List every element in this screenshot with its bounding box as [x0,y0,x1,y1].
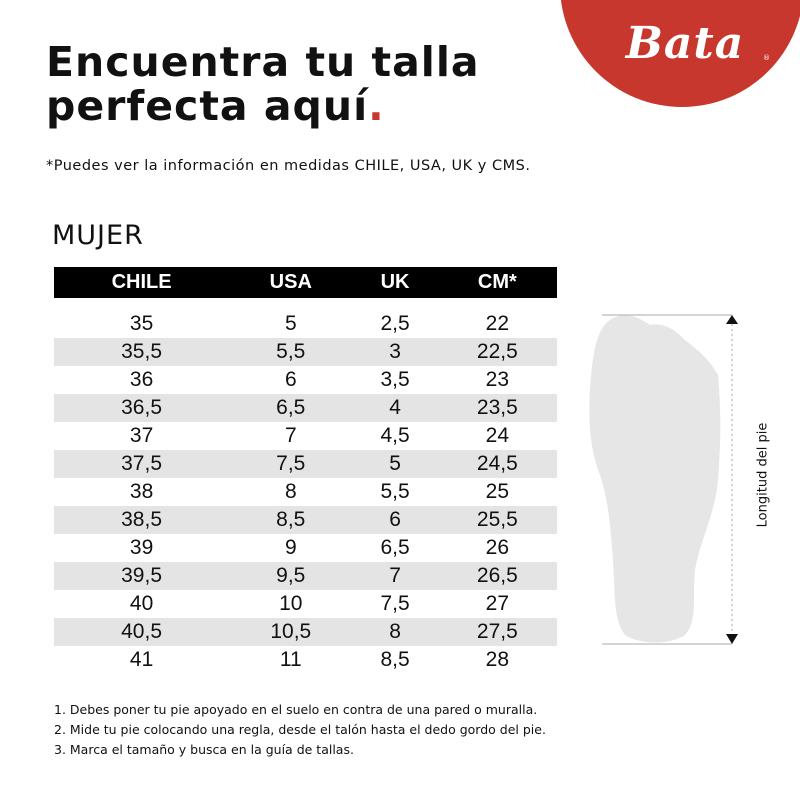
table-cell: 7 [352,562,438,590]
step-2: 2. Mide tu pie colocando una regla, desd… [54,722,546,737]
table-cell: 7 [284,424,297,447]
table-cell: 6 [352,506,438,534]
table-cell: 38,5 [54,506,230,534]
table-cell: 39 [129,536,154,559]
instructions: 1. Debes poner tu pie apoyado en el suel… [54,700,546,760]
table-row: 39 9 6,5 26 [54,534,557,562]
column-header: UK [352,267,438,298]
table-cell: 41 [129,648,154,671]
table-cell: 35 [129,312,154,335]
table-cell: 10 [279,592,303,615]
page-title: Encuentra tu talla perfecta aquí. [46,40,480,128]
title-line-1: Encuentra tu talla [46,38,480,86]
table-cell: 24,5 [437,450,557,478]
table-row: 41 11 8,5 28 [54,646,557,674]
table-cell: 36,5 [54,394,230,422]
table-cell: 27,5 [437,618,557,646]
table-cell: 3 [352,338,438,366]
table-cell: 39,5 [54,562,230,590]
table-cell: 38 [129,480,154,503]
table-row: 37,5 7,5 5 24,5 [54,450,557,478]
table-cell: 40,5 [54,618,230,646]
table-cell: 22 [485,312,509,335]
table-cell: 2,5 [380,312,410,335]
table-cell: 10,5 [229,618,353,646]
table-cell: 27 [485,592,509,615]
subtitle: *Puedes ver la información en medidas CH… [46,158,531,174]
table-cell: 36 [129,368,154,391]
table-cell: 5,5 [380,480,410,503]
table-cell: 7,5 [229,450,353,478]
table-row: 40 10 7,5 27 [54,590,557,618]
table-cell: 25 [485,480,509,503]
table-row: 38,5 8,5 6 25,5 [54,506,557,534]
column-header: CM* [437,267,557,298]
table-cell: 23,5 [437,394,557,422]
foot-length-label: Longitud del pie [755,422,771,528]
title-line-2-text: perfecta aquí [46,82,369,130]
table-cell: 8 [352,618,438,646]
table-cell: 11 [279,648,302,671]
table-row: 36,5 6,5 4 23,5 [54,394,557,422]
table-cell: 6,5 [380,536,410,559]
table-row: 35 5 2,5 22 [54,310,557,338]
brand-logo: Bata [625,18,745,69]
title-dot: . [368,82,385,130]
registered-mark: ® [763,54,770,62]
section-heading: MUJER [52,220,144,251]
table-cell: 26 [485,536,509,559]
table-cell: 5 [352,450,438,478]
table-cell: 37,5 [54,450,230,478]
table-cell: 26,5 [437,562,557,590]
foot-outline-icon [589,315,721,643]
table-cell: 37 [129,424,154,447]
table-row: 38 8 5,5 25 [54,478,557,506]
table-row: 37 7 4,5 24 [54,422,557,450]
size-table: CHILE USA UK CM* 35 5 2,5 22 35,5 5,5 3 22,5 36 6 3,5… [54,267,557,674]
title-line-2: perfecta aquí. [46,84,480,128]
table-cell: 24 [485,424,509,447]
table-cell: 35,5 [54,338,230,366]
table-row: 40,5 10,5 8 27,5 [54,618,557,646]
arrow-up-icon [726,315,738,324]
table-cell: 4 [352,394,438,422]
step-3: 3. Marca el tamaño y busca en la guía de… [54,742,354,757]
table-cell: 23 [485,368,509,391]
table-cell: 4,5 [380,424,410,447]
table-cell: 3,5 [380,368,410,391]
table-cell: 9,5 [229,562,353,590]
foot-diagram [589,314,738,645]
table-cell: 8,5 [380,648,410,671]
table-row: 36 6 3,5 23 [54,366,557,394]
column-header: CHILE [54,267,230,298]
table-cell: 5 [284,312,297,335]
table-cell: 8 [284,480,297,503]
step-1: 1. Debes poner tu pie apoyado en el suel… [54,702,538,717]
arrow-down-icon [726,634,738,644]
table-cell: 25,5 [437,506,557,534]
table-row: 39,5 9,5 7 26,5 [54,562,557,590]
table-cell: 8,5 [229,506,353,534]
table-cell: 22,5 [437,338,557,366]
table-cell: 6,5 [229,394,353,422]
table-cell: 7,5 [380,592,410,615]
table-cell: 6 [284,368,297,391]
table-cell: 40 [129,592,154,615]
table-cell: 5,5 [229,338,353,366]
column-header: USA [229,267,353,298]
table-cell: 9 [284,536,297,559]
table-cell: 28 [485,648,509,671]
table-row: 35,5 5,5 3 22,5 [54,338,557,366]
